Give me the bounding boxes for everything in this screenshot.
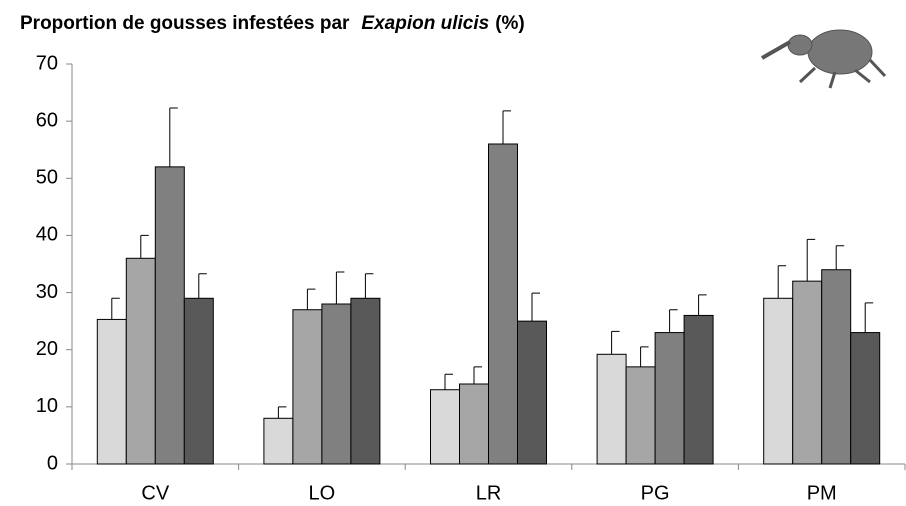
bar xyxy=(763,297,794,465)
bar xyxy=(625,366,656,465)
x-tick-label: LR xyxy=(476,482,502,504)
y-tick-label: 30 xyxy=(36,281,58,303)
bar xyxy=(154,166,185,465)
title-part: Proportion de gousses infestées par xyxy=(20,13,350,34)
bar xyxy=(292,309,323,465)
error-bar xyxy=(502,110,511,144)
error-bar xyxy=(611,330,620,355)
x-tick-label: LO xyxy=(309,482,336,504)
error-bar xyxy=(473,366,482,384)
error-bar xyxy=(306,288,316,310)
bar xyxy=(430,389,460,465)
y-tick-label: 60 xyxy=(36,109,58,131)
error-bar xyxy=(640,346,649,367)
bar xyxy=(96,318,127,465)
bar xyxy=(263,417,294,465)
chart-title: Proportion de gousses infestées par Exapi… xyxy=(20,13,525,34)
bar xyxy=(183,297,214,465)
y-tick-label: 20 xyxy=(36,338,58,360)
error-bar xyxy=(835,245,845,270)
beetle-icon xyxy=(761,29,887,89)
bar xyxy=(654,332,685,465)
bar xyxy=(850,332,881,465)
y-tick-label: 0 xyxy=(47,452,58,474)
x-tick-label: CV xyxy=(141,482,169,504)
y-tick-label: 40 xyxy=(36,224,58,246)
y-tick-label: 50 xyxy=(36,167,58,189)
error-bar xyxy=(806,238,816,282)
y-tick-label: 10 xyxy=(36,395,58,417)
bar xyxy=(517,320,547,465)
y-tick-label: 70 xyxy=(36,52,58,74)
error-bar xyxy=(335,271,345,304)
bar xyxy=(125,257,156,465)
error-bar xyxy=(169,107,178,167)
bar xyxy=(596,353,627,465)
error-bar xyxy=(669,309,678,333)
error-bar xyxy=(277,406,287,419)
error-bar xyxy=(111,297,120,320)
bar xyxy=(683,314,714,465)
title-unit: (%) xyxy=(495,13,525,34)
error-bar xyxy=(198,273,207,299)
error-bar xyxy=(777,265,787,299)
bar xyxy=(321,303,352,465)
bar xyxy=(459,383,489,465)
error-bar xyxy=(444,373,453,390)
title-species: Exapion ulicis xyxy=(361,13,489,34)
error-bar xyxy=(531,292,540,322)
error-bar xyxy=(364,273,374,299)
x-tick-label: PG xyxy=(641,482,670,504)
bar xyxy=(488,143,518,465)
bar xyxy=(350,297,381,465)
error-bar xyxy=(698,294,707,316)
bar xyxy=(821,269,852,465)
error-bar xyxy=(864,302,874,333)
x-tick-label: PM xyxy=(807,482,837,504)
error-bar xyxy=(140,234,149,259)
bar xyxy=(792,280,823,465)
